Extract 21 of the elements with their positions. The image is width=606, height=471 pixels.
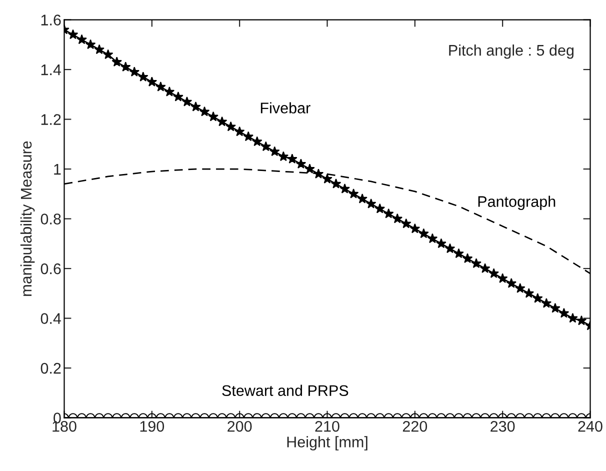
y-tick-label: 0.6 (40, 263, 61, 274)
y-tick-label: 0.2 (40, 362, 61, 374)
series-label: Stewart and PRPS (222, 384, 348, 396)
y-tick-label: 0.4 (40, 313, 62, 324)
y-tick-label: 1.6 (41, 14, 61, 26)
y-axis-title: manipulability Measure (20, 141, 35, 296)
series-label: Fivebar (260, 102, 310, 114)
x-tick-label: 180 (52, 420, 76, 432)
x-tick-label: 200 (228, 420, 252, 432)
x-tick-label: 230 (490, 420, 515, 432)
y-tick-label: 1.4 (41, 64, 62, 76)
annotation: Pitch angle : 5 deg (449, 44, 574, 59)
y-tick-label: 1 (54, 164, 61, 175)
y-tick-label: 1.2 (41, 114, 61, 125)
x-axis-title: Height [mm] (287, 436, 368, 450)
x-tick-label: 210 (315, 420, 340, 432)
y-tick-label: 0.8 (40, 214, 61, 224)
x-tick-label: 190 (140, 420, 164, 432)
series-label: Pantograph (478, 196, 556, 210)
x-tick-label: 220 (402, 420, 428, 432)
x-tick-label: 240 (578, 420, 602, 432)
